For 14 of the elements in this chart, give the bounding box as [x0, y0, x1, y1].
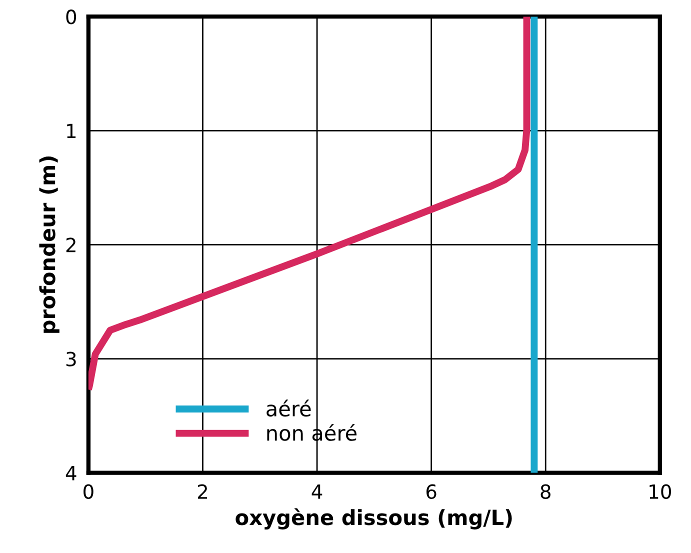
y-axis-title: profondeur (m): [39, 156, 60, 333]
y-tick-label: 0: [66, 10, 76, 24]
x-tick-label: 10: [650, 484, 671, 499]
legend-label: aéré: [266, 400, 311, 417]
y-tick-label: 4: [66, 466, 76, 480]
x-tick-label: 0: [84, 484, 94, 499]
x-tick-label: 2: [198, 484, 207, 499]
y-tick-label: 2: [66, 238, 76, 252]
y-tick-label: 3: [66, 352, 76, 366]
x-tick-label: 4: [312, 484, 322, 499]
x-axis-title: oxygène dissous (mg/L): [236, 508, 512, 530]
x-tick-label: 6: [426, 484, 436, 499]
x-tick-label: 8: [540, 484, 550, 499]
y-tick-label: 1: [67, 124, 76, 138]
